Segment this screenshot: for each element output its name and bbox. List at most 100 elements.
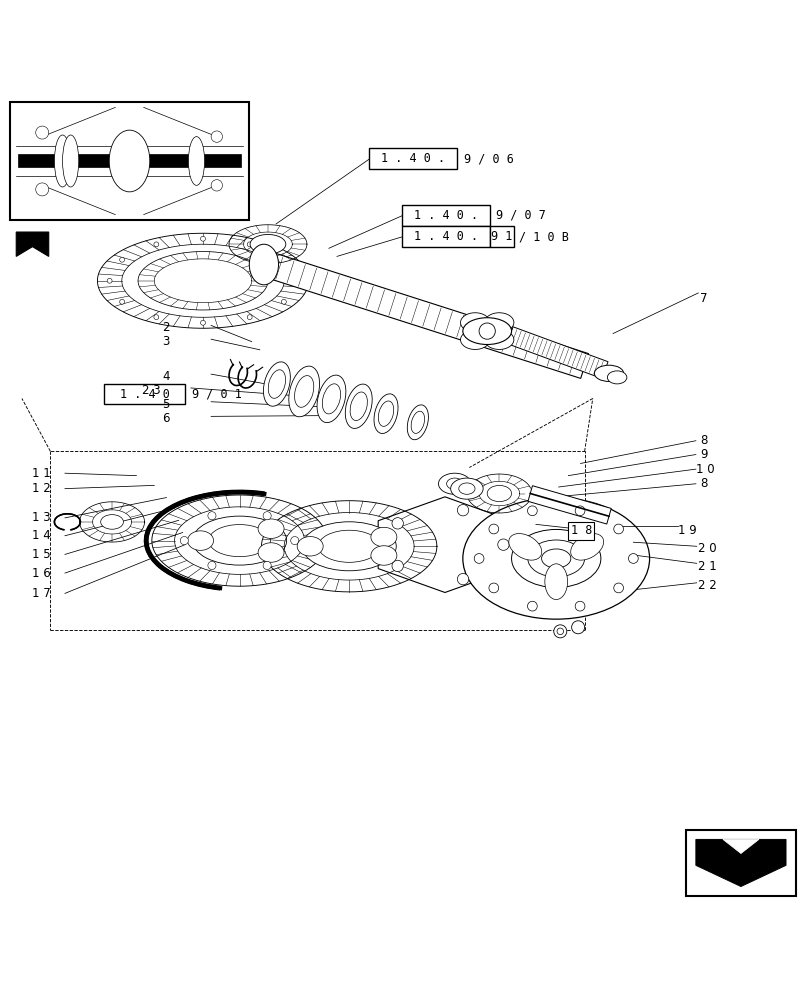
- Ellipse shape: [250, 234, 285, 254]
- Ellipse shape: [460, 330, 489, 349]
- Circle shape: [488, 524, 498, 534]
- Ellipse shape: [462, 498, 649, 619]
- Text: 1 6: 1 6: [32, 567, 51, 580]
- Circle shape: [247, 242, 251, 247]
- Circle shape: [180, 537, 188, 545]
- Bar: [401, 205, 489, 226]
- Polygon shape: [695, 839, 785, 887]
- Text: 1 . 4 0 .: 1 . 4 0 .: [414, 230, 477, 243]
- Ellipse shape: [450, 478, 483, 499]
- Text: 1 . 4 0: 1 . 4 0: [119, 388, 169, 401]
- Polygon shape: [722, 839, 758, 854]
- Text: 1 . 4 0 .: 1 . 4 0 .: [414, 209, 477, 222]
- Ellipse shape: [258, 519, 284, 538]
- Text: 2: 2: [162, 321, 169, 334]
- Ellipse shape: [508, 534, 541, 560]
- Circle shape: [119, 257, 124, 262]
- Text: 5: 5: [162, 398, 169, 411]
- Text: 1 9: 1 9: [677, 524, 696, 537]
- Text: 8: 8: [699, 477, 706, 490]
- Circle shape: [613, 524, 623, 534]
- Circle shape: [392, 518, 403, 529]
- Bar: [568, 522, 594, 540]
- Ellipse shape: [302, 522, 396, 571]
- Text: 6: 6: [162, 412, 169, 425]
- Text: 2 1: 2 1: [697, 560, 716, 573]
- Ellipse shape: [460, 313, 489, 332]
- Ellipse shape: [458, 483, 474, 494]
- Ellipse shape: [109, 130, 149, 192]
- Text: 1 0: 1 0: [695, 463, 714, 476]
- Ellipse shape: [484, 313, 513, 332]
- Circle shape: [497, 539, 508, 550]
- Ellipse shape: [294, 376, 313, 407]
- Ellipse shape: [544, 564, 567, 600]
- Text: 1 1: 1 1: [32, 467, 51, 480]
- Circle shape: [488, 583, 498, 593]
- Polygon shape: [506, 327, 607, 378]
- Ellipse shape: [438, 473, 470, 494]
- Ellipse shape: [511, 529, 600, 587]
- Circle shape: [36, 126, 49, 139]
- Text: 1 3: 1 3: [32, 511, 51, 524]
- Ellipse shape: [607, 371, 626, 384]
- Text: 7: 7: [699, 292, 706, 305]
- Ellipse shape: [462, 318, 511, 345]
- Ellipse shape: [407, 405, 428, 440]
- Circle shape: [392, 560, 403, 572]
- Ellipse shape: [62, 135, 79, 187]
- Circle shape: [457, 505, 468, 516]
- Ellipse shape: [371, 546, 397, 565]
- Text: 1 5: 1 5: [32, 548, 51, 561]
- Circle shape: [211, 131, 222, 142]
- Text: 2 2: 2 2: [697, 579, 716, 592]
- Circle shape: [247, 315, 251, 320]
- Polygon shape: [378, 497, 511, 592]
- Bar: [685, 830, 795, 896]
- Circle shape: [200, 320, 205, 325]
- Text: 4: 4: [162, 370, 169, 383]
- Bar: [401, 226, 489, 247]
- Ellipse shape: [187, 531, 213, 550]
- Circle shape: [574, 601, 584, 611]
- Circle shape: [628, 554, 637, 563]
- Ellipse shape: [541, 549, 570, 568]
- Circle shape: [200, 236, 205, 241]
- Circle shape: [478, 323, 495, 339]
- Circle shape: [119, 299, 124, 304]
- Circle shape: [281, 257, 286, 262]
- Text: 9 1: 9 1: [491, 230, 512, 243]
- Ellipse shape: [208, 525, 270, 557]
- Ellipse shape: [258, 543, 284, 562]
- Ellipse shape: [289, 366, 320, 417]
- Ellipse shape: [350, 392, 367, 421]
- Ellipse shape: [192, 516, 286, 565]
- Text: 3: 3: [162, 335, 169, 348]
- Ellipse shape: [570, 534, 603, 560]
- Ellipse shape: [410, 411, 424, 433]
- Polygon shape: [264, 252, 588, 378]
- Ellipse shape: [371, 527, 397, 547]
- Circle shape: [36, 183, 49, 196]
- Text: 9: 9: [699, 448, 706, 461]
- Bar: [104, 384, 185, 404]
- Text: 9 / 0 6: 9 / 0 6: [463, 152, 513, 165]
- Ellipse shape: [594, 365, 623, 381]
- Polygon shape: [16, 232, 49, 256]
- Ellipse shape: [527, 540, 584, 577]
- Circle shape: [294, 278, 298, 283]
- Ellipse shape: [378, 401, 393, 426]
- Ellipse shape: [446, 478, 462, 489]
- Ellipse shape: [54, 135, 71, 187]
- Circle shape: [290, 537, 298, 545]
- Ellipse shape: [268, 370, 285, 398]
- Text: 1 7: 1 7: [32, 587, 51, 600]
- Circle shape: [154, 242, 159, 247]
- Ellipse shape: [188, 137, 204, 185]
- Text: 9 / 0 7: 9 / 0 7: [496, 209, 545, 222]
- Ellipse shape: [322, 384, 340, 414]
- Text: 1 4: 1 4: [32, 529, 51, 542]
- Circle shape: [263, 561, 271, 570]
- Ellipse shape: [345, 384, 371, 428]
- Circle shape: [211, 180, 222, 191]
